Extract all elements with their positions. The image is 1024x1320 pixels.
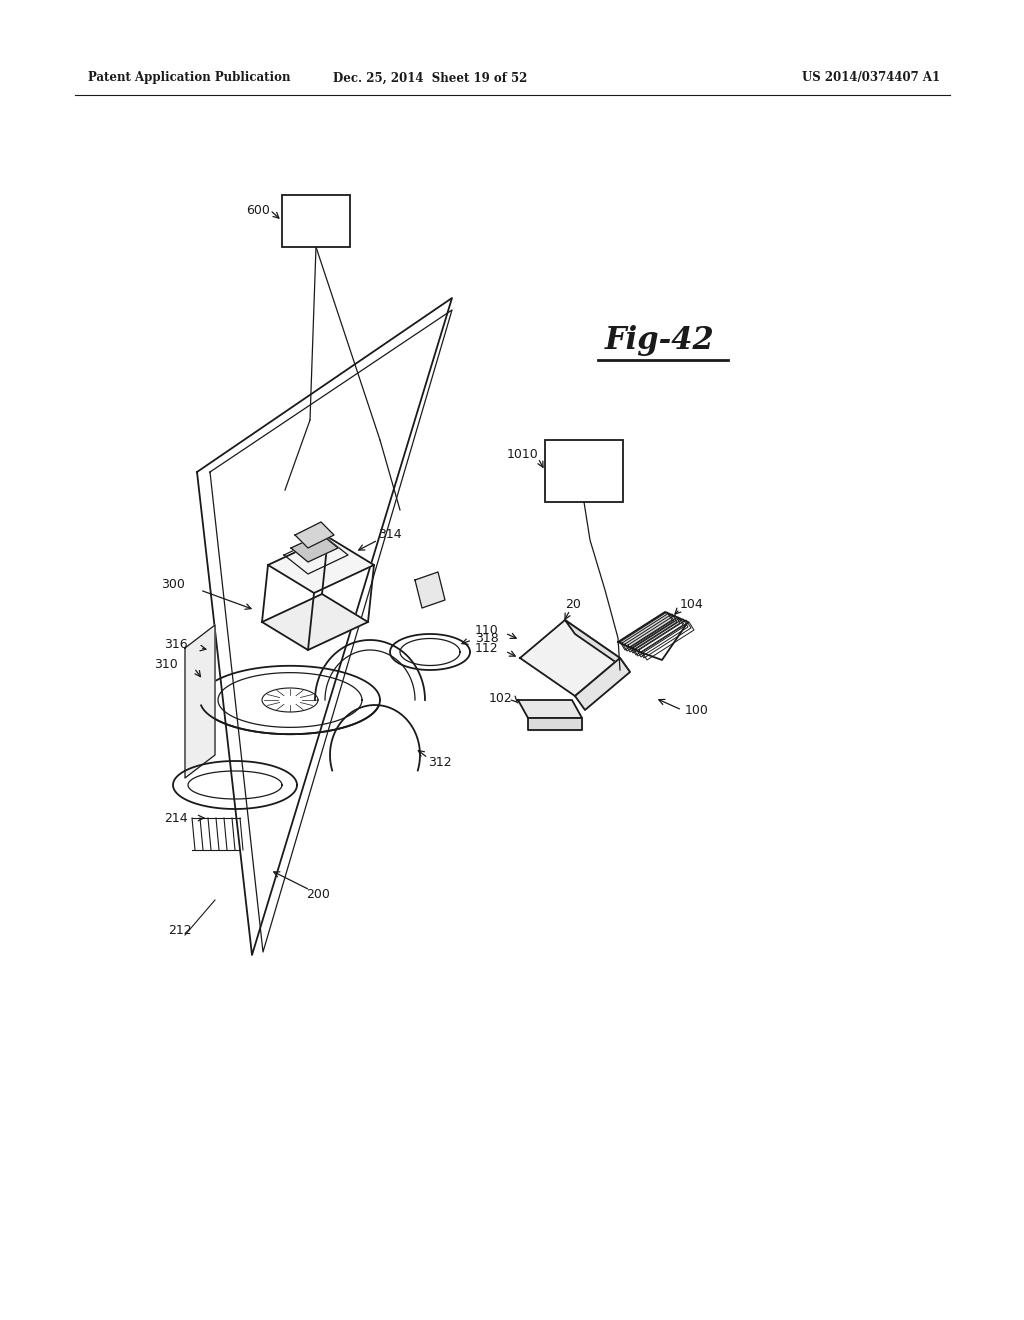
Text: 1010: 1010 — [506, 449, 538, 462]
Text: 310: 310 — [155, 659, 178, 672]
Text: 600: 600 — [246, 203, 270, 216]
Bar — [545, 440, 623, 502]
Text: 300: 300 — [161, 578, 185, 591]
Text: 316: 316 — [165, 639, 188, 652]
Polygon shape — [575, 657, 630, 710]
Text: 110: 110 — [474, 623, 498, 636]
Text: 20: 20 — [565, 598, 581, 611]
Text: 312: 312 — [428, 755, 452, 768]
Text: Patent Application Publication: Patent Application Publication — [88, 71, 291, 84]
Text: 314: 314 — [378, 528, 401, 541]
Text: 214: 214 — [165, 812, 188, 825]
Text: 200: 200 — [306, 888, 330, 902]
Polygon shape — [415, 572, 445, 609]
Polygon shape — [528, 718, 582, 730]
Polygon shape — [291, 535, 338, 562]
Text: 100: 100 — [685, 704, 709, 717]
Text: Fig-42: Fig-42 — [605, 325, 715, 355]
Polygon shape — [185, 624, 215, 777]
Polygon shape — [565, 620, 630, 672]
Text: 102: 102 — [488, 692, 512, 705]
Text: 318: 318 — [475, 631, 499, 644]
Bar — [282, 195, 350, 247]
Text: 112: 112 — [474, 642, 498, 655]
Polygon shape — [618, 612, 680, 649]
Text: US 2014/0374407 A1: US 2014/0374407 A1 — [802, 71, 940, 84]
Polygon shape — [268, 537, 374, 593]
Polygon shape — [520, 620, 620, 696]
Text: Dec. 25, 2014  Sheet 19 of 52: Dec. 25, 2014 Sheet 19 of 52 — [333, 71, 527, 84]
Polygon shape — [518, 700, 582, 718]
Polygon shape — [295, 521, 334, 548]
Text: 104: 104 — [680, 598, 703, 611]
Text: 212: 212 — [168, 924, 191, 936]
Polygon shape — [262, 594, 368, 649]
